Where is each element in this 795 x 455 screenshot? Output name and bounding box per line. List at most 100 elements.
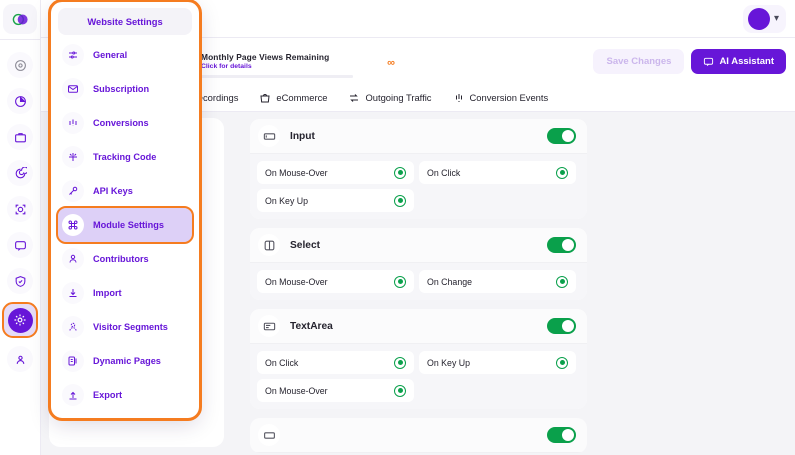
event-row[interactable]: On Mouse-Over [257, 379, 414, 402]
settings-item-general[interactable]: General [58, 38, 192, 72]
event-row[interactable]: On Change [419, 270, 576, 293]
settings-item-conversions[interactable]: Conversions [58, 106, 192, 140]
settings-item-module-settings[interactable]: Module Settings [56, 206, 194, 244]
quota-details-link[interactable]: Click for details [201, 63, 252, 70]
module-list: Input On Mouse-Over On Click On Key Up [250, 112, 795, 455]
tab-ecommerce[interactable]: eCommerce [259, 92, 327, 104]
sidebar-item-dashboard[interactable] [7, 52, 33, 78]
event-label: On Click [427, 167, 461, 178]
settings-item-dynamic-pages[interactable]: Dynamic Pages [58, 344, 192, 378]
app-logo[interactable] [3, 4, 37, 34]
save-changes-button[interactable]: Save Changes [593, 48, 685, 74]
upload-icon [62, 384, 84, 406]
settings-item-contributors[interactable]: Contributors [58, 242, 192, 276]
settings-item-import[interactable]: Import [58, 276, 192, 310]
sidebar-item-feedback[interactable] [7, 232, 33, 258]
settings-item-visitor-segments[interactable]: Visitor Segments [58, 310, 192, 344]
event-radio[interactable] [556, 275, 568, 288]
quota-title: Monthly Page Views Remaining [201, 52, 330, 62]
module-header: Select [250, 228, 587, 263]
settings-item-tracking-code[interactable]: Tracking Code [58, 140, 192, 174]
module-toggle[interactable] [547, 318, 576, 334]
user-segment-icon [62, 316, 84, 338]
module-toggle[interactable] [547, 128, 576, 144]
event-label: On Key Up [265, 195, 309, 206]
analytics-globe-logo-icon [12, 13, 28, 25]
infinity-symbol: ∞ [387, 57, 395, 69]
module-card [250, 418, 587, 453]
sidebar-item-funnels[interactable] [7, 160, 33, 186]
sidebar-item-heatmaps[interactable] [7, 196, 33, 222]
settings-item-export[interactable]: Export [58, 378, 192, 412]
target-icon [14, 59, 26, 71]
event-row[interactable]: On Click [257, 351, 414, 374]
module-events: On Mouse-Over On Change [250, 263, 587, 300]
gear-icon [14, 314, 26, 326]
event-row[interactable]: On Click [419, 161, 576, 184]
tab-outgoing-traffic-label: Outgoing Traffic [365, 92, 432, 103]
settings-item-subscription[interactable]: Subscription [58, 72, 192, 106]
chevron-down-icon: ▾ [773, 12, 779, 24]
module-header: Input [250, 119, 587, 154]
chat-icon [14, 240, 26, 251]
module-icon [258, 424, 280, 446]
ai-assistant-button[interactable]: AI Assistant [691, 48, 786, 74]
module-toggle[interactable] [547, 427, 576, 443]
event-radio[interactable] [394, 166, 406, 179]
module-toggle[interactable] [547, 237, 576, 253]
settings-item-label: Import [93, 288, 122, 298]
sidebar-item-visitors[interactable] [7, 346, 33, 372]
sidebar-item-privacy[interactable] [7, 268, 33, 294]
event-radio[interactable] [556, 166, 568, 179]
event-radio[interactable] [394, 384, 406, 397]
alert-icon [62, 112, 84, 134]
event-row[interactable]: On Mouse-Over [257, 161, 414, 184]
settings-item-label: Dynamic Pages [93, 356, 161, 366]
event-radio[interactable] [394, 194, 406, 207]
key-icon [62, 180, 84, 202]
tab-conversion-events[interactable]: Conversion Events [453, 92, 549, 104]
settings-item-label: Module Settings [93, 220, 164, 230]
module-name: TextArea [290, 320, 333, 332]
website-settings-dropdown: Website Settings General Subscription [48, 0, 202, 421]
settings-item-label: General [93, 50, 128, 60]
shield-check-icon [15, 275, 25, 287]
chat-bubble-icon [704, 57, 714, 66]
rail-items [2, 52, 38, 372]
event-radio[interactable] [394, 275, 406, 288]
rail-divider [0, 39, 41, 40]
quota-widget[interactable]: Monthly Page Views Remaining Click for d… [201, 52, 401, 78]
event-label: On Mouse-Over [265, 167, 328, 178]
settings-item-label: API Keys [93, 186, 133, 196]
spiral-icon [15, 166, 27, 178]
user-location-icon [16, 355, 24, 364]
event-radio[interactable] [556, 356, 568, 369]
account-menu[interactable]: ▾ [742, 4, 786, 33]
sidebar-item-campaigns[interactable] [7, 124, 33, 150]
tab-conversion-events-label: Conversion Events [469, 92, 549, 103]
event-radio[interactable] [394, 356, 406, 369]
settings-item-label: Contributors [93, 254, 149, 264]
briefcase-icon [14, 132, 26, 142]
sidebar-item-analytics[interactable] [7, 88, 33, 114]
tab-ecommerce-label: eCommerce [276, 92, 328, 103]
module-card: Select On Mouse-Over On Change [250, 228, 587, 300]
module-header [250, 418, 587, 453]
event-row[interactable]: On Mouse-Over [257, 270, 414, 293]
event-row[interactable]: On Key Up [419, 351, 576, 374]
event-row[interactable]: On Key Up [257, 189, 414, 212]
settings-active-indicator [7, 307, 33, 333]
tab-recordings-label: Recordings [191, 92, 239, 103]
event-label: On Key Up [427, 357, 471, 368]
dropdown-title: Website Settings [58, 8, 192, 35]
pie-chart-icon [14, 95, 26, 107]
ai-assistant-label: AI Assistant [719, 55, 774, 67]
sidebar-item-settings[interactable] [2, 302, 38, 338]
settings-item-api-keys[interactable]: API Keys [58, 174, 192, 208]
quota-progress-bar [201, 75, 353, 78]
command-icon [62, 214, 84, 236]
tab-outgoing-traffic[interactable]: Outgoing Traffic [348, 92, 432, 104]
event-label: On Click [265, 357, 299, 368]
module-header: TextArea [250, 309, 587, 344]
tab-recordings[interactable]: Recordings [191, 92, 238, 103]
